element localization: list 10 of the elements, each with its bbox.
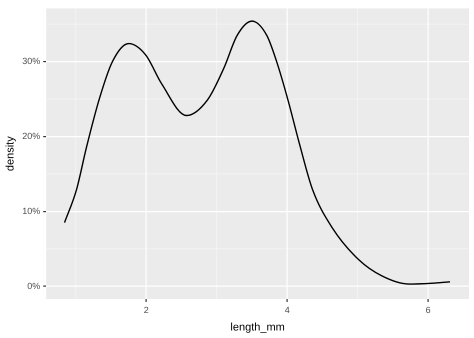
x-tick-label: 6	[426, 304, 431, 315]
line-series	[64, 20, 451, 285]
x-tick-label: 2	[144, 304, 149, 315]
x-axis-title: length_mm	[230, 321, 285, 334]
y-tick-label: 10%	[22, 206, 40, 216]
x-tick-label: 4	[284, 304, 290, 315]
y-tick-label: 20%	[22, 130, 40, 141]
y-axis-title: density	[4, 136, 17, 172]
y-tick-label: 0%	[27, 280, 40, 291]
y-tick-label: 30%	[22, 56, 40, 66]
